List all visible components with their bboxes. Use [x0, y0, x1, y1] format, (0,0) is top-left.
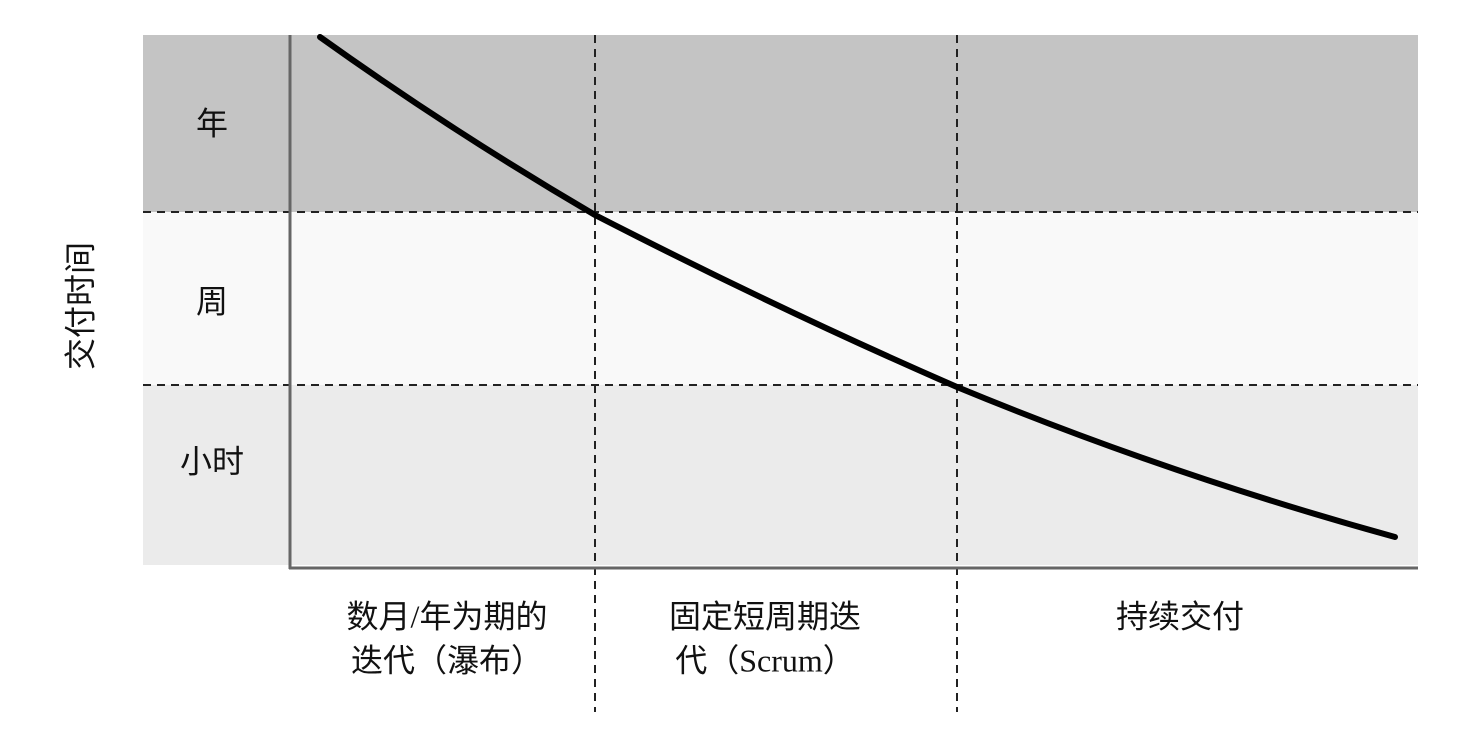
- y-axis-label: 交付时间: [62, 242, 98, 370]
- column-label: 固定短周期迭: [669, 598, 861, 634]
- column-label: 持续交付: [1116, 598, 1244, 634]
- band-label: 周: [196, 283, 228, 319]
- band-label: 年: [196, 105, 228, 141]
- band-years: [143, 35, 1418, 212]
- band-label: 小时: [180, 443, 244, 479]
- column-label: 迭代（瀑布）: [351, 642, 543, 678]
- band-weeks: [143, 212, 1418, 385]
- column-label: 代（Scrum）: [675, 642, 855, 678]
- column-label: 数月/年为期的: [347, 598, 548, 634]
- trend-curve: [317, 34, 1398, 540]
- band-hours: [143, 385, 1418, 565]
